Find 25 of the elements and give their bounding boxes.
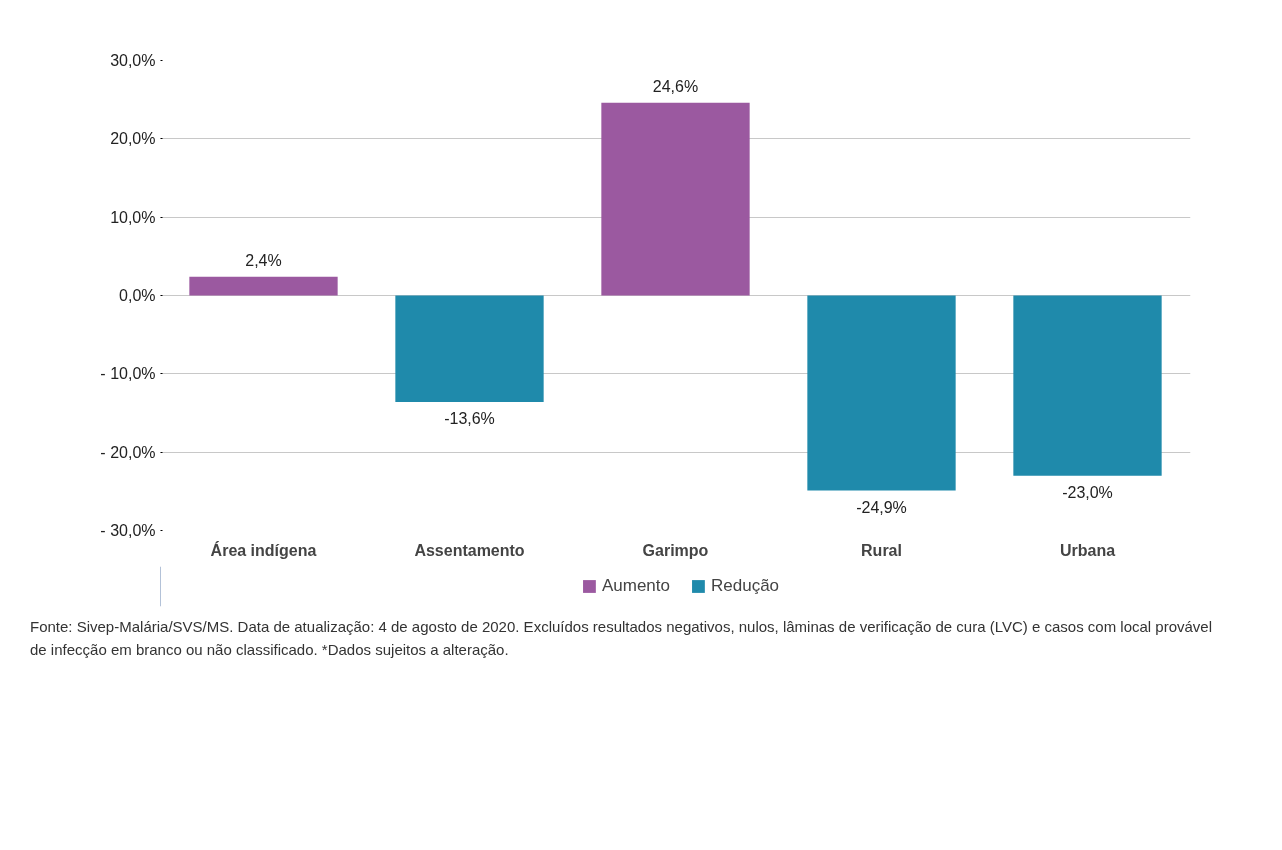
x-tick-label: Área indígena (210, 540, 317, 559)
bar (807, 295, 956, 491)
y-tick-label: - 10,0% (100, 365, 156, 383)
x-tick-label: Rural (861, 541, 902, 559)
y-tick-label: 30,0% (110, 52, 156, 69)
y-tick-label: - 20,0% (100, 443, 156, 461)
bar (601, 102, 750, 296)
data-label: 2,4% (245, 251, 282, 269)
x-tick-label: Assentamento (414, 541, 525, 559)
data-label: -23,0% (1062, 483, 1113, 501)
bar (395, 295, 544, 403)
x-tick-label: Garimpo (642, 541, 709, 559)
y-tick-label: - 30,0% (100, 522, 156, 539)
legend-label: Aumento (601, 576, 670, 596)
data-label: 24,6% (652, 77, 699, 95)
bar (189, 276, 338, 296)
source-note: Fonte: Sivep-Malária/SVS/MS. Data de atualização: 4 de agosto de 2020. Excluídos resultados negativos, nulos, lâminas de verificação de cura (LVC) e casos com local provável de infecção em branco ou não classificado. *Dados sujeitos a alteração. (30, 617, 1213, 660)
y-tick-label: 10,0% (110, 208, 156, 226)
data-label: -13,6% (444, 410, 495, 428)
y-tick-label: 20,0% (110, 130, 156, 148)
x-tick-label: Urbana (1059, 541, 1116, 559)
legend-label: Redução (710, 576, 780, 596)
y-tick-label: 0,0% (119, 287, 156, 304)
bar (1013, 295, 1162, 476)
data-label: -24,9% (856, 498, 907, 516)
